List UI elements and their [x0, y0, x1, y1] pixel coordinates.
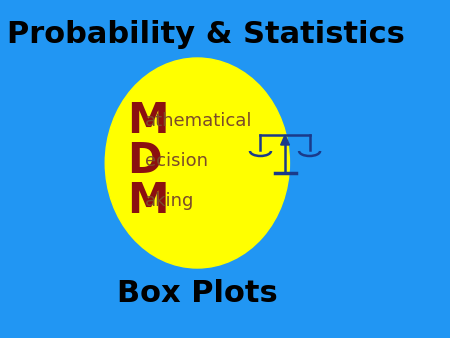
Text: athematical: athematical [145, 112, 252, 130]
Text: aking: aking [145, 192, 194, 210]
Circle shape [105, 58, 289, 268]
Text: D: D [127, 140, 162, 182]
Polygon shape [281, 135, 289, 145]
Text: Probability & Statistics: Probability & Statistics [7, 20, 405, 49]
Text: Box Plots: Box Plots [117, 279, 278, 308]
Text: M: M [127, 100, 169, 142]
Text: ecision: ecision [145, 152, 208, 170]
Text: M: M [127, 180, 169, 222]
